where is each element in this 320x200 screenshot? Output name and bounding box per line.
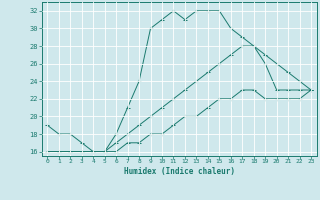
X-axis label: Humidex (Indice chaleur): Humidex (Indice chaleur) [124,167,235,176]
